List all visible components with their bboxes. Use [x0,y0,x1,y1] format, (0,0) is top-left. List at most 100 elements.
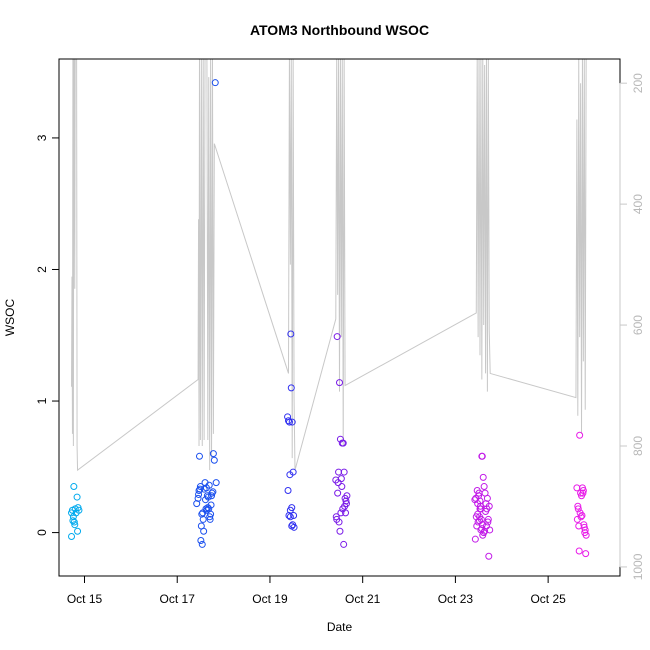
x-tick-label: Oct 25 [530,592,566,606]
x-axis: Oct 15 Oct 17 Oct 19 Oct 21 Oct 23 Oct 25 [67,575,566,606]
series-3 [332,333,351,548]
data-point [483,494,491,502]
secondary-tick-label: 200 [631,73,645,93]
data-point [342,509,350,517]
data-point [334,489,342,497]
data-point [199,515,207,523]
data-point [284,486,292,494]
data-point [335,518,343,526]
data-point [207,510,215,518]
data-point [480,483,488,491]
y-tick-label: 1 [35,397,49,404]
data-point [478,525,486,533]
series-5 [573,431,590,558]
data-point [202,505,210,513]
data-point [70,518,78,526]
data-point [195,486,203,494]
data-point [485,552,493,560]
series-1 [193,79,220,548]
data-point [479,473,487,481]
data-point [285,417,292,425]
data-point [69,517,77,525]
data-point [471,535,479,543]
data-point [476,502,484,510]
data-point [207,501,215,509]
scatter-points-layer [68,79,590,560]
data-point [484,515,492,523]
data-point [575,547,583,555]
y-tick-label: 2 [35,266,49,273]
data-point [206,515,214,523]
data-point [286,513,294,521]
data-point [484,518,492,526]
data-point [581,529,589,537]
x-tick-label: Oct 15 [67,592,103,606]
data-point [70,483,78,491]
secondary-tick-label: 1000 [631,553,645,580]
data-point [333,333,341,341]
y-axis: 0 1 2 3 [35,134,60,536]
data-point [338,483,346,491]
data-point [582,550,590,558]
data-point [75,506,83,514]
data-point [478,452,486,460]
series-4 [471,452,494,560]
data-point [336,527,344,535]
x-tick-label: Oct 23 [438,592,474,606]
data-point [476,517,484,525]
data-point [198,540,206,548]
y-tick-label: 0 [35,529,49,536]
altitude-track-line [71,59,587,472]
data-point [197,536,205,544]
data-point [202,496,210,504]
data-point [332,513,340,521]
data-point [485,502,493,510]
y-axis-label: WSOC [3,299,17,337]
data-point [209,488,217,496]
data-point [336,379,343,387]
data-point [480,529,488,537]
data-point [337,475,345,483]
secondary-tick-label: 600 [631,315,645,335]
data-point [211,79,219,87]
data-point [208,492,216,500]
data-point [577,513,585,521]
data-point [340,468,348,476]
data-point [288,504,296,512]
data-point [205,481,213,489]
data-point [210,456,218,464]
data-point [68,533,76,541]
data-point [580,521,588,529]
secondary-y-axis: 200 400 600 800 1000 [619,73,645,580]
altitude-track-layer [71,59,587,472]
data-point [290,511,298,519]
chart-title: ATOM3 Northbound WSOC [250,22,429,38]
data-point [576,431,584,439]
series-2 [284,330,298,531]
data-point [337,509,345,517]
data-point [209,450,217,458]
data-point [289,521,297,529]
data-point [194,494,202,502]
data-point [343,492,351,500]
data-point [342,500,350,508]
data-point [74,527,82,535]
data-point [578,511,586,519]
series-0 [68,483,83,541]
x-tick-label: Oct 19 [252,592,288,606]
data-point [476,497,484,505]
data-point [288,522,296,530]
x-tick-label: Oct 17 [160,592,196,606]
data-point [285,418,293,426]
data-point [482,508,490,516]
data-point [212,479,220,487]
secondary-tick-label: 400 [631,194,645,214]
data-point [339,439,347,447]
secondary-tick-label: 800 [631,436,645,456]
data-point [289,468,297,476]
data-point [574,505,582,513]
data-point [73,493,81,501]
data-point [285,511,293,519]
